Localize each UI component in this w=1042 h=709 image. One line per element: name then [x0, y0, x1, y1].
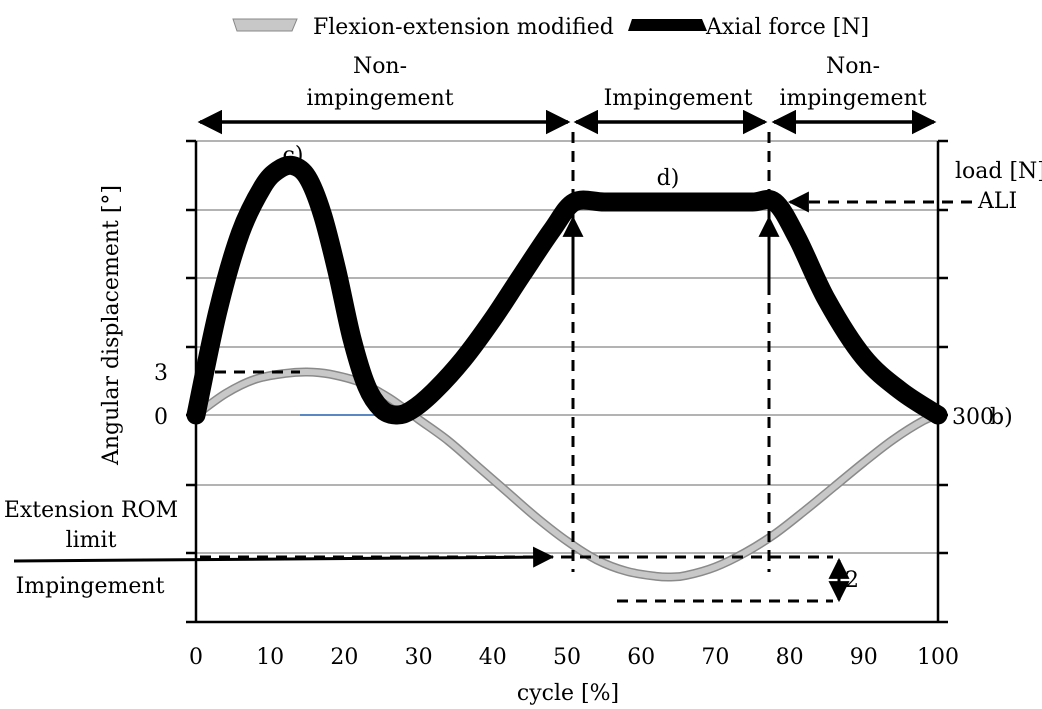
legend-swatch-axial [628, 19, 707, 31]
x-tick-label: 60 [627, 645, 655, 670]
annotation-ext-rom-2: limit [66, 528, 117, 553]
phase-left-line-1: Non- [353, 54, 407, 79]
annotation-three: 3 [154, 361, 168, 386]
annotation-two: 2 [845, 568, 859, 593]
x-tick-label: 40 [479, 645, 507, 670]
phase-middle-label: Impingement [604, 86, 753, 111]
x-tick-label: 90 [850, 645, 878, 670]
dashed-annotations [196, 132, 972, 603]
x-ticks: 0 10 20 30 40 50 60 70 80 90 100 [189, 645, 959, 670]
legend-label-flexion: Flexion-extension modified [313, 15, 614, 40]
legend-label-axial: Axial force [N] [705, 15, 869, 40]
series-line-flexion-outline [191, 367, 943, 582]
legend: Flexion-extension modified Axial force [… [232, 15, 869, 40]
legend-swatch-flexion [232, 18, 298, 32]
annotation-d: d) [657, 166, 680, 191]
x-tick-label: 10 [256, 645, 284, 670]
annotation-b: b) [990, 405, 1013, 430]
phase-left-line-2: impingement [306, 86, 453, 111]
axes [186, 139, 948, 624]
y-axis-label: Angular displacement [°] [99, 185, 124, 466]
arrow-rom-limit [13, 546, 555, 568]
annotation-impingement: Impingement [16, 574, 165, 599]
annotation-ali: ALI [977, 189, 1017, 214]
x-tick-label: 20 [330, 645, 358, 670]
x-axis-label: cycle [%] [517, 681, 619, 706]
phase-right-line-1: Non- [826, 54, 880, 79]
series-line-flexion [193, 368, 941, 581]
x-tick-label: 30 [405, 645, 433, 670]
annotation-300: 300 [952, 405, 994, 430]
annotation-ext-rom-1: Extension ROM [4, 498, 178, 523]
x-tick-label: 50 [553, 645, 581, 670]
annotation-load: load [N] [955, 159, 1042, 184]
phase-right-line-2: impingement [779, 86, 926, 111]
series-flexion [191, 367, 943, 582]
x-tick-label: 70 [701, 645, 729, 670]
x-tick-label: 80 [776, 645, 804, 670]
annotation-zero: 0 [154, 405, 168, 430]
annotation-c: c) [283, 143, 304, 168]
x-tick-label: 100 [917, 645, 959, 670]
x-tick-label: 0 [189, 645, 203, 670]
series-line-axial-force [186, 155, 948, 425]
